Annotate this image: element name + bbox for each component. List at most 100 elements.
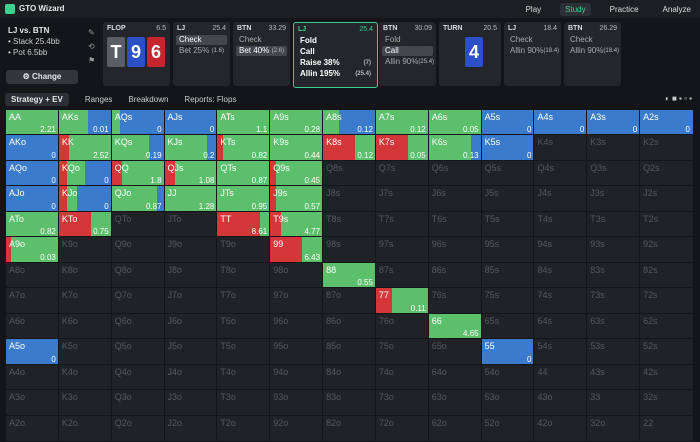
hand-cell[interactable]: 0 A4s [533,109,589,137]
hand-cell[interactable]: 44 [533,363,589,392]
hand-cell[interactable]: 96s [427,236,483,264]
hand-cell[interactable]: T2s [639,210,694,239]
action-option[interactable]: Raise 38% (7) [297,58,374,68]
hand-cell[interactable]: K4o [57,363,113,392]
action-card[interactable]: LJ 18.4 Check Allin 90% (18.4) [504,22,561,86]
hand-cell[interactable]: 0.44 K9s [269,134,325,162]
hand-cell[interactable]: 62s [639,312,694,341]
hand-cell[interactable]: 42s [639,363,694,392]
hand-cell[interactable]: T8o [216,261,272,290]
hand-cell[interactable]: J6o [163,312,219,341]
hand-cell[interactable]: 75s [480,287,536,315]
hand-cell[interactable]: 63o [427,389,483,417]
hand-cell[interactable]: T9o [216,236,272,264]
hand-cell[interactable]: K5o [57,338,113,366]
hand-cell[interactable]: J9o [163,236,219,264]
hand-cell[interactable]: K6o [57,312,113,341]
hand-cell[interactable]: T4o [216,363,272,392]
app-name[interactable]: GTO Wizard [19,4,65,13]
hand-cell[interactable]: 0.19 KQs [110,134,166,162]
hand-cell[interactable]: 0.57 J9s [269,185,325,213]
hand-cell[interactable]: Q3s [586,159,642,188]
hand-cell[interactable]: Q9o [110,236,166,264]
hand-cell[interactable]: 97s [374,236,430,264]
hand-cell[interactable]: 76o [374,312,430,341]
action-option[interactable]: Bet 40% (2.6) [236,46,287,56]
hand-cell[interactable]: J2s [639,185,694,213]
hand-cell[interactable]: 54o [480,363,536,392]
hand-cell[interactable]: Q6s [427,159,483,188]
hand-cell[interactable]: 0 AQo [5,159,60,188]
hand-cell[interactable]: K7o [57,287,113,315]
hand-cell[interactable]: 0 A2s [639,109,694,137]
hand-cell[interactable]: 0 AKo [5,134,60,162]
hand-cell[interactable]: Q7s [374,159,430,188]
hand-cell[interactable]: 32o [586,414,642,442]
hand-cell[interactable]: K3s [586,134,642,162]
hand-cell[interactable]: 83o [322,389,377,417]
hand-cell[interactable]: K2s [639,134,694,162]
hand-cell[interactable]: 0.2 KJs [163,134,219,162]
hand-cell[interactable]: 82s [639,261,694,290]
hand-cell[interactable]: 42o [533,414,589,442]
hand-cell[interactable]: 0.82 KTs [216,134,272,162]
hand-cell[interactable]: 82o [322,414,377,442]
hand-cell[interactable]: 0.13 K6s [427,134,483,162]
hand-cell[interactable]: 87s [374,261,430,290]
hand-cell[interactable]: A2o [5,414,60,442]
hand-cell[interactable]: T6o [216,312,272,341]
hand-cell[interactable]: J5o [163,338,219,366]
hand-cell[interactable]: 0.12 K8s [322,134,377,162]
hand-cell[interactable]: 54s [533,338,589,366]
hand-cell[interactable]: Q8s [322,159,377,188]
hand-cell[interactable]: 0 AJo [5,185,60,213]
hand-cell[interactable]: 0.82 ATo [5,210,60,239]
hand-cell[interactable]: 73o [374,389,430,417]
action-option[interactable]: Allin 90% (18.4) [507,46,559,56]
hand-cell[interactable]: Q6o [110,312,166,341]
hand-cell[interactable]: J7o [163,287,219,315]
action-card[interactable]: BTN 30.09 Fold Call Allin 90% (25.4) [379,22,436,86]
hand-cell[interactable]: 0 A3s [586,109,642,137]
hand-cell[interactable]: Q4o [110,363,166,392]
toolbar-tab[interactable]: Reports: Flops [184,95,237,104]
hand-cell[interactable]: T7s [374,210,430,239]
hand-cell[interactable]: A8o [5,261,60,290]
hand-cell[interactable]: J4s [533,185,589,213]
hand-cell[interactable]: J3o [163,389,219,417]
action-option[interactable]: Check [567,35,618,45]
hand-cell[interactable]: 53s [586,338,642,366]
hand-cell[interactable]: 0 K5s [480,134,536,162]
hand-cell[interactable]: 1.1 ATs [216,109,272,137]
hand-cell[interactable]: 97o [269,287,325,315]
hand-cell[interactable]: J5s [480,185,536,213]
hand-cell[interactable]: 0.11 77 [374,287,430,315]
hand-cell[interactable]: 86s [427,261,483,290]
action-option[interactable]: Fold [382,35,433,45]
hand-cell[interactable]: 32s [639,389,694,417]
hand-cell[interactable]: 0.95 JTs [216,185,272,213]
hand-cell[interactable]: 43s [586,363,642,392]
hand-cell[interactable]: 0.87 QJo [110,185,166,213]
hand-cell[interactable]: 73s [586,287,642,315]
hand-cell[interactable]: 1.8 QQ [110,159,166,188]
hand-cell[interactable]: K9o [57,236,113,264]
hand-cell[interactable]: K2o [57,414,113,442]
hand-cell[interactable]: 94o [269,363,325,392]
hand-cell[interactable]: A6o [5,312,60,341]
hand-cell[interactable]: T6s [427,210,483,239]
side-icons[interactable]: ✎ ⟲ ⚑ [88,28,96,65]
hand-cell[interactable]: 0.12 A7s [374,109,430,137]
action-option[interactable]: Call [297,47,374,57]
hand-cell[interactable]: 0.12 A8s [322,109,377,137]
hand-cell[interactable]: 0 AQs [110,109,166,137]
hand-cell[interactable]: 43o [533,389,589,417]
hand-cell[interactable]: 1.08 QJs [163,159,219,188]
hand-cell[interactable]: J2o [163,414,219,442]
hand-cell[interactable]: 93s [586,236,642,264]
hand-cell[interactable]: 8.61 TT [216,210,272,239]
hand-cell[interactable]: 75o [374,338,430,366]
hand-cell[interactable]: K8o [57,261,113,290]
hand-cell[interactable]: 86o [322,312,377,341]
hand-cell[interactable]: 6.43 99 [269,236,325,264]
